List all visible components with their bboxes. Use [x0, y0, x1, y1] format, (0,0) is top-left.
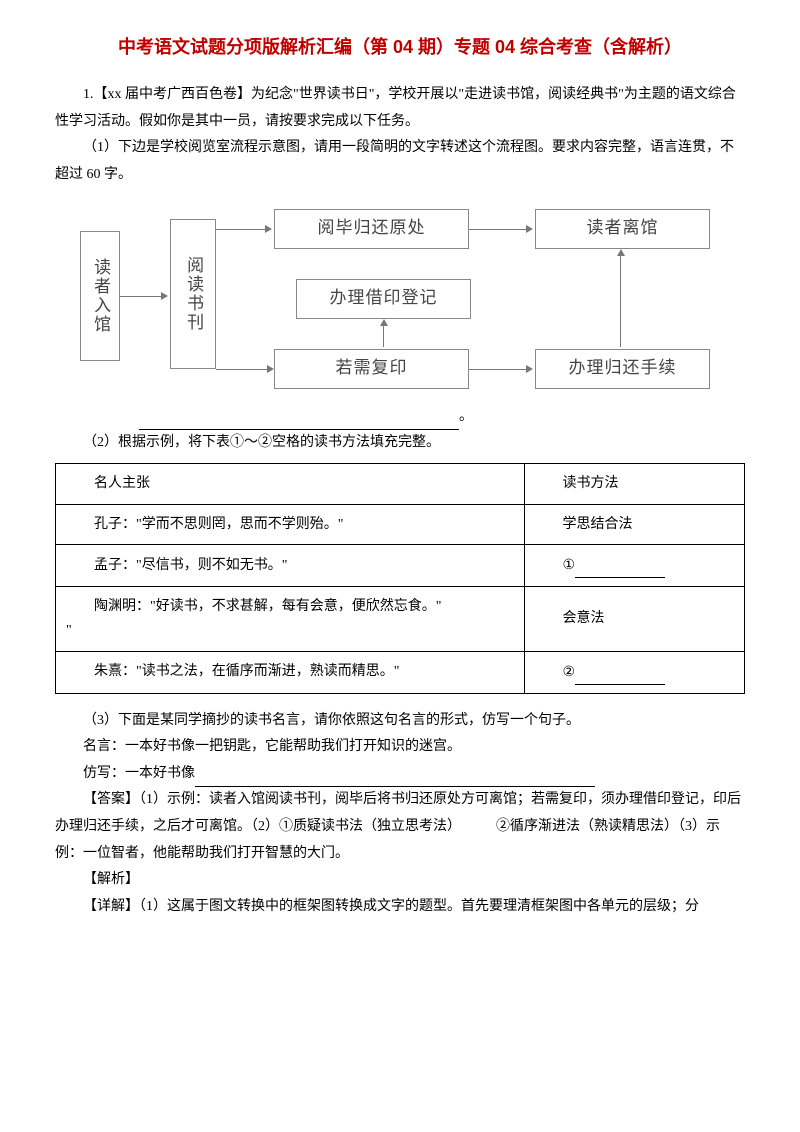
arrow — [469, 369, 527, 370]
reading-methods-table: 名人主张 读书方法 孔子："学而不思则罔，思而不学则殆。" 学思结合法 孟子："… — [55, 463, 745, 694]
table-cell: ① — [524, 545, 744, 587]
table-cell: 孟子："尽信书，则不如无书。" — [56, 545, 525, 587]
arrow — [383, 325, 384, 347]
node-reader-enter: 读者入馆 — [80, 231, 120, 361]
node-return-procedure: 办理归还手续 — [535, 349, 710, 389]
analysis-label: 【解析】 — [55, 867, 745, 894]
table-cell: 孔子："学而不思则罔，思而不学则殆。" — [56, 504, 525, 545]
arrow — [469, 229, 527, 230]
node-borrow-register: 办理借印登记 — [296, 279, 471, 319]
table-cell: 会意法 — [524, 587, 744, 652]
detail-explain-paragraph: 【详解】（1）这属于图文转换中的框架图转换成文字的题型。首先要理清框架图中各单元… — [55, 894, 745, 921]
table-cell: 陶渊明："好读书，不求甚解，每有会意，便欣然忘食。"" — [56, 587, 525, 652]
task-1-text: （1）下边是学校阅览室流程示意图，请用一段简明的文字转述这个流程图。要求内容完整… — [55, 135, 745, 188]
node-reader-leave: 读者离馆 — [535, 209, 710, 249]
intro-paragraph: 1.【xx 届中考广西百色卷】为纪念"世界读书日"，学校开展以"走进读书馆，阅读… — [55, 82, 745, 135]
answer-paragraph: 【答案】（1）示例：读者入馆阅读书刊，阅毕后将书归还原处方可离馆；若需复印，须办… — [55, 787, 745, 867]
task-3-example: 名言：一本好书像一把钥匙，它能帮助我们打开知识的迷宫。 — [55, 734, 745, 761]
flowchart-diagram: 读者入馆 阅读书刊 阅毕归还原处 读者离馆 办理借印登记 若需复印 办理归还手续 — [80, 201, 720, 396]
task-2-text: （2）根据示例，将下表①～②空格的读书方法填充完整。 — [55, 430, 745, 457]
node-return-place: 阅毕归还原处 — [274, 209, 469, 249]
arrow — [620, 255, 621, 347]
page-title: 中考语文试题分项版解析汇编（第 04 期）专题 04 综合考查（含解析） — [55, 30, 745, 64]
arrow — [216, 229, 266, 230]
table-header-2: 读书方法 — [524, 463, 744, 504]
task-3-text: （3）下面是某同学摘抄的读书名言，请你依照这句名言的形式，仿写一个句子。 — [55, 708, 745, 735]
answer-blank-line: 。 — [55, 404, 745, 431]
node-need-copy: 若需复印 — [274, 349, 469, 389]
table-cell: ② — [524, 651, 744, 693]
node-read-books: 阅读书刊 — [170, 219, 216, 369]
arrow — [120, 296, 162, 297]
table-cell: 朱熹："读书之法，在循序而渐进，熟读而精思。" — [56, 651, 525, 693]
table-header-1: 名人主张 — [56, 463, 525, 504]
task-3-imitate: 仿写：一本好书像 — [55, 761, 745, 788]
arrow — [216, 369, 268, 370]
table-cell: 学思结合法 — [524, 504, 744, 545]
